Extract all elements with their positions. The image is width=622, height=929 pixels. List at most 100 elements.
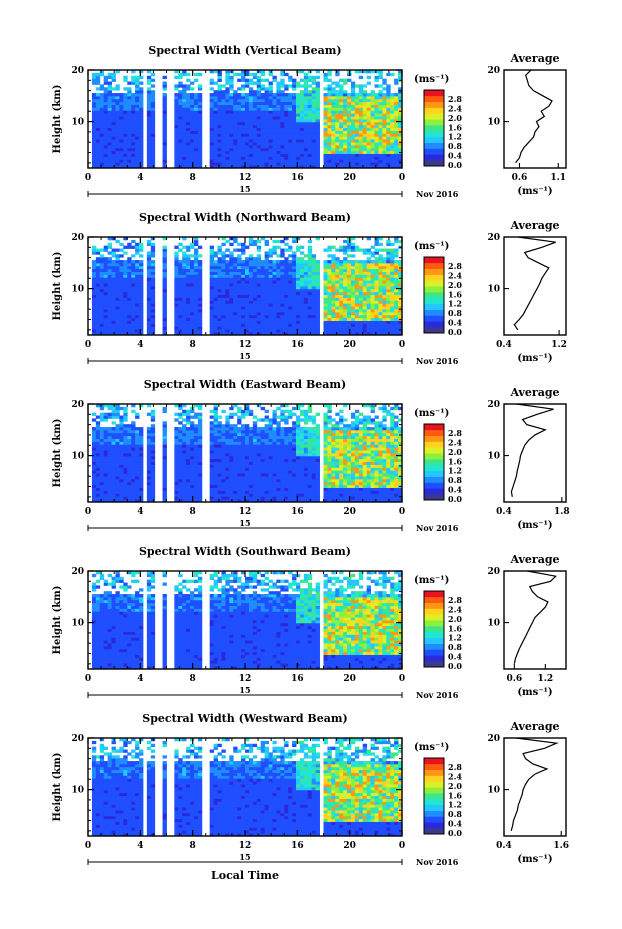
- heatmap-cell: [119, 424, 124, 428]
- heatmap-cell: [299, 300, 305, 304]
- heatmap-cell: [276, 98, 281, 103]
- heatmap-cell: [237, 133, 242, 137]
- heatmap-cell: [252, 283, 258, 287]
- heatmap-cell: [139, 499, 144, 503]
- heatmap-cell: [303, 326, 309, 330]
- heatmap-cell: [135, 81, 140, 85]
- heatmap-cell: [299, 78, 305, 82]
- heatmap-cell: [327, 121, 332, 126]
- heatmap-cell: [260, 70, 266, 74]
- heatmap-cell: [119, 432, 124, 437]
- heatmap-cell: [303, 81, 309, 85]
- heatmap-cell: [272, 162, 277, 166]
- heatmap-cell: [139, 124, 144, 129]
- heatmap-cell: [174, 130, 179, 134]
- heatmap-cell: [276, 153, 281, 157]
- heatmap-cell: [115, 300, 120, 304]
- heatmap-cell: [299, 326, 305, 330]
- heatmap-cell: [103, 90, 109, 94]
- heatmap-cell: [327, 159, 332, 163]
- heatmap-cell: [186, 320, 191, 324]
- heatmap-cell: [323, 133, 328, 137]
- heatmap-cell: [252, 81, 258, 85]
- heatmap-cell: [91, 291, 97, 296]
- heatmap-cell: [135, 294, 140, 298]
- heatmap-cell: [398, 147, 403, 152]
- heatmap-cell: [339, 139, 344, 143]
- heatmap-cell: [288, 268, 293, 272]
- heatmap-cell: [335, 277, 340, 281]
- heatmap-cell: [256, 254, 262, 258]
- heatmap-cell: [146, 467, 152, 471]
- heatmap-cell: [362, 136, 368, 140]
- heatmap-cell: [186, 245, 191, 249]
- heatmap-cell: [323, 248, 328, 252]
- heatmap-cell: [284, 320, 289, 324]
- heatmap-cell: [331, 311, 336, 316]
- heatmap-cell: [225, 136, 230, 140]
- heatmap-cell: [248, 98, 254, 103]
- heatmap-cell: [327, 95, 332, 100]
- heatmap-cell: [299, 90, 305, 94]
- heatmap-cell: [350, 110, 356, 114]
- heatmap-cell: [174, 455, 179, 460]
- heatmap-cell: [146, 239, 152, 244]
- heatmap-cell: [272, 317, 277, 321]
- heatmap-cell: [111, 473, 116, 477]
- heatmap-cell: [307, 133, 313, 137]
- heatmap-cell: [331, 300, 336, 304]
- heatmap-cell: [390, 72, 395, 77]
- heatmap-cell: [248, 156, 254, 160]
- heatmap-cell: [256, 257, 262, 261]
- heatmap-cell: [107, 130, 112, 134]
- heatmap-cell: [127, 242, 132, 247]
- heatmap-cell: [280, 153, 285, 157]
- heatmap-cell: [107, 136, 112, 140]
- heatmap-cell: [343, 121, 348, 126]
- heatmap-cell: [131, 119, 136, 123]
- heatmap-cell: [225, 142, 230, 146]
- heatmap-cell: [350, 297, 356, 301]
- heatmap-cell: [398, 142, 403, 146]
- heatmap-cell: [99, 72, 105, 77]
- heatmap-cell: [139, 432, 144, 437]
- heatmap-cell: [358, 104, 364, 108]
- heatmap-cell: [91, 303, 97, 307]
- heatmap-cell: [119, 136, 124, 140]
- heatmap-cell: [299, 101, 305, 105]
- heatmap-cell: [241, 84, 246, 88]
- heatmap-cell: [139, 487, 144, 491]
- heatmap-cell: [225, 260, 230, 264]
- heatmap-cell: [213, 332, 218, 336]
- heatmap-cell: [146, 271, 152, 275]
- heatmap-cell: [335, 332, 340, 336]
- heatmap-cell: [131, 467, 136, 471]
- heatmap-cell: [225, 280, 230, 284]
- heatmap-cell: [150, 95, 156, 100]
- heatmap-cell: [264, 294, 269, 298]
- heatmap-cell: [123, 441, 128, 445]
- heatmap-cell: [241, 165, 246, 169]
- heatmap-cell: [190, 121, 195, 126]
- heatmap-cell: [111, 314, 116, 319]
- heatmap-cell: [288, 84, 293, 88]
- heatmap-cell: [131, 323, 136, 327]
- heatmap-cell: [339, 271, 344, 275]
- heatmap-cell: [229, 297, 234, 301]
- heatmap-cell: [264, 95, 269, 100]
- heatmap-cell: [209, 136, 215, 140]
- heatmap-cell: [146, 481, 152, 486]
- heatmap-cell: [229, 78, 234, 82]
- heatmap-cell: [146, 447, 152, 451]
- heatmap-cell: [362, 314, 368, 319]
- heatmap-cell: [135, 133, 140, 137]
- heatmap-cell: [296, 288, 301, 293]
- heatmap-cell: [119, 458, 124, 463]
- heatmap-cell: [362, 265, 368, 270]
- heatmap-cell: [146, 441, 152, 445]
- heatmap-cell: [229, 121, 234, 126]
- heatmap-cell: [268, 291, 273, 296]
- heatmap-cell: [150, 84, 156, 88]
- heatmap-cell: [268, 314, 273, 319]
- heatmap-cell: [99, 432, 105, 437]
